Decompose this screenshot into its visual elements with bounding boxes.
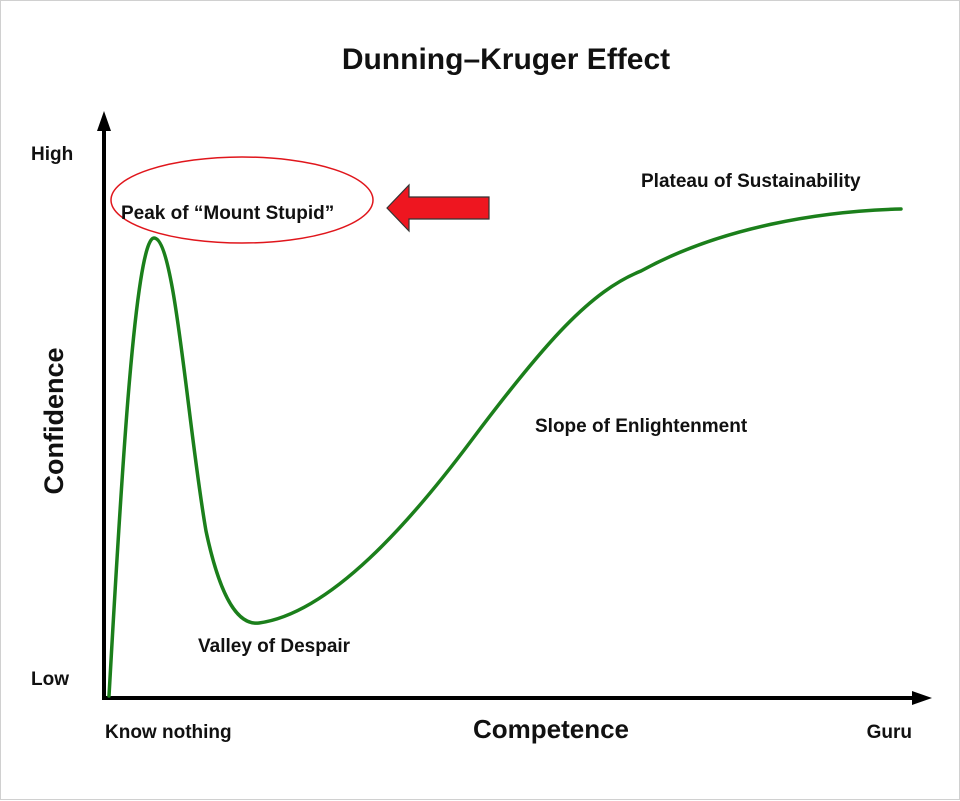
y-axis-arrowhead: [97, 111, 111, 131]
highlight-ellipse: [110, 156, 374, 244]
x-axis-arrowhead: [912, 691, 932, 705]
annotation-slope: Slope of Enlightenment: [535, 416, 748, 437]
chart-title: Dunning–Kruger Effect: [342, 43, 670, 76]
x-tick-guru: Guru: [867, 722, 912, 743]
confidence-curve: [107, 207, 903, 698]
annotation-plateau: Plateau of Sustainability: [641, 171, 861, 192]
annotation-valley: Valley of Despair: [198, 636, 351, 657]
y-tick-high: High: [31, 144, 73, 165]
x-axis: [102, 691, 932, 705]
x-axis-label: Competence: [473, 714, 629, 744]
red-arrow-icon: [386, 183, 490, 233]
y-axis-label: Confidence: [39, 347, 69, 494]
y-tick-low: Low: [31, 669, 69, 690]
x-tick-know-nothing: Know nothing: [105, 722, 232, 743]
annotation-peak: Peak of “Mount Stupid”: [121, 203, 334, 224]
y-axis: [97, 111, 111, 698]
